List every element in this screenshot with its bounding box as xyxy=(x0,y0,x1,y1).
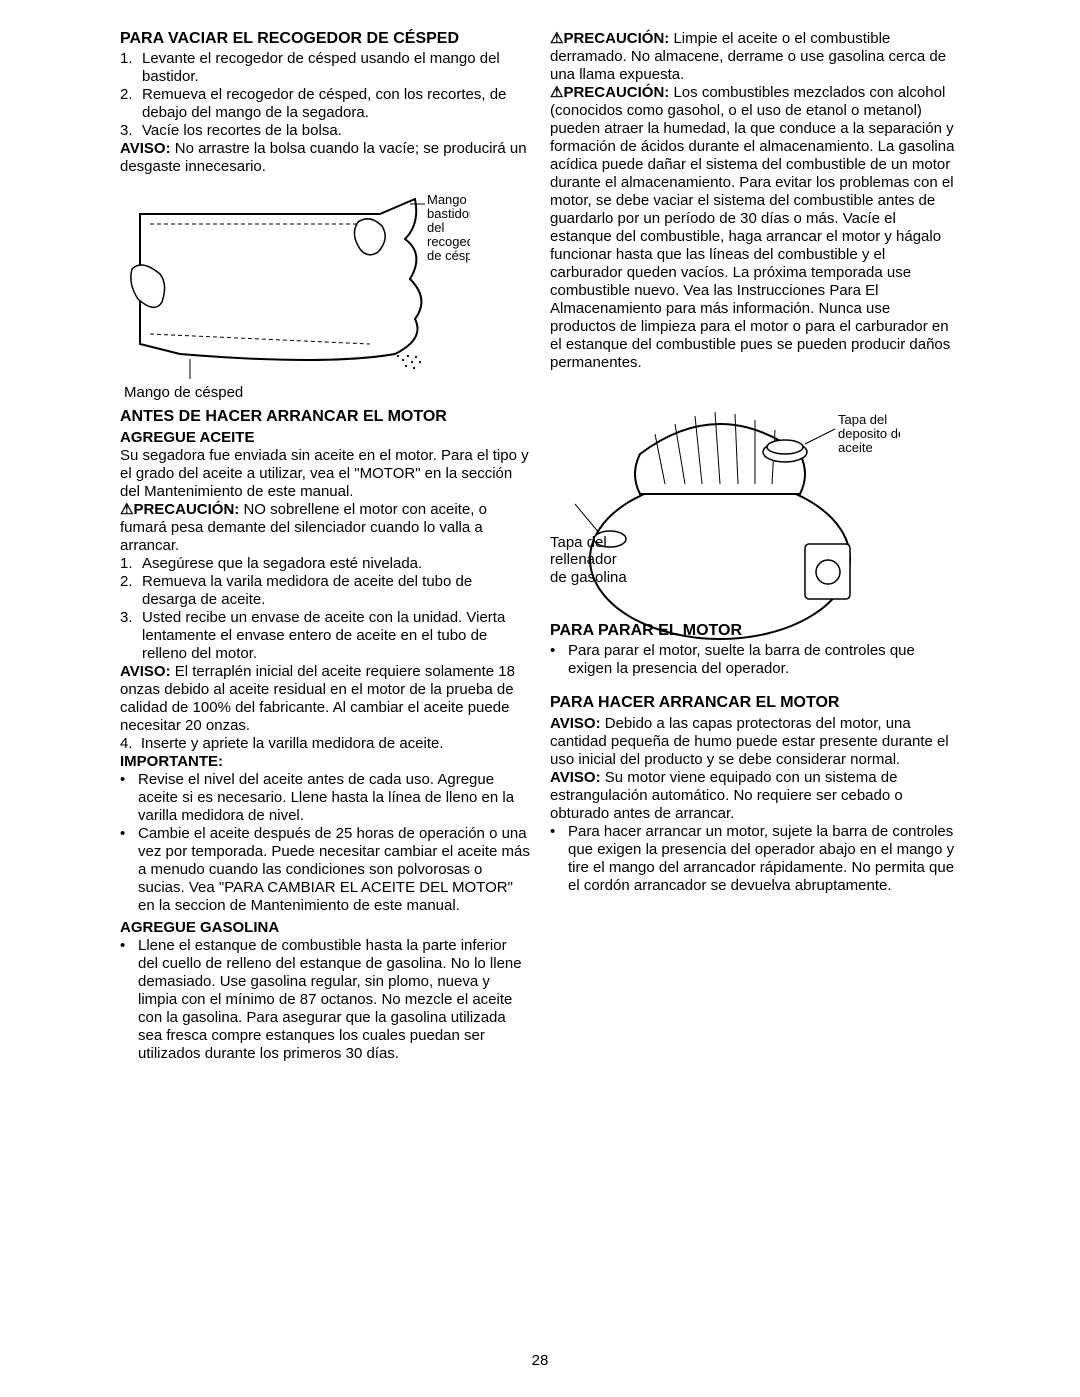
left-column: PARA VACIAR EL RECOGEDOR DE CÉSPED 1.Lev… xyxy=(120,30,530,1063)
warn-combustibles: ⚠PRECAUCIÓN: Los combustibles mezclados … xyxy=(550,84,960,372)
aviso-estrang: AVISO: Su motor viene equipado con un si… xyxy=(550,769,960,823)
svg-text:del: del xyxy=(427,220,444,235)
list-item: 3.Vacíe los recortes de la bolsa. xyxy=(120,122,530,140)
heading-vaciar: PARA VACIAR EL RECOGEDOR DE CÉSPED xyxy=(120,30,530,48)
warning-icon: ⚠ xyxy=(120,501,133,518)
heading-antes-arrancar: ANTES DE HACER ARRANCAR EL MOTOR xyxy=(120,408,530,426)
step4-aceite: 4. Inserte y apriete la varilla medidora… xyxy=(120,735,530,753)
fig1-label-bottom: Mango de césped xyxy=(124,384,530,402)
list-item: 1.Asegúrese que la segadora esté nivelad… xyxy=(120,555,530,573)
fig2-label-left: Tapa del rellenador de gasolina xyxy=(550,534,630,586)
heading-hacer-arrancar: PARA HACER ARRANCAR EL MOTOR xyxy=(550,694,960,712)
warn-aceite: ⚠PRECAUCIÓN: NO sobrellene el motor con … xyxy=(120,501,530,555)
warning-icon: ⚠ xyxy=(550,30,563,47)
svg-text:deposito de: deposito de xyxy=(838,426,900,441)
importante-label: IMPORTANTE: xyxy=(120,753,530,771)
warn-limpie: ⚠PRECAUCIÓN: Limpie el aceite o el combu… xyxy=(550,30,960,84)
aviso-capas: AVISO: Debido a las capas protectoras de… xyxy=(550,715,960,769)
bullets-parar: •Para parar el motor, suelte la barra de… xyxy=(550,642,960,678)
list-item: 2.Remueva el recogedor de césped, con lo… xyxy=(120,86,530,122)
list-item: •Para hacer arrancar un motor, sujete la… xyxy=(550,823,960,895)
bullets-gasolina: •Llene el estanque de combustible hasta … xyxy=(120,937,530,1063)
aviso-vaciar: AVISO: No arrastre la bolsa cuando la va… xyxy=(120,140,530,176)
heading-agregue-aceite: AGREGUE ACEITE xyxy=(120,429,530,447)
svg-text:recogedor: recogedor xyxy=(427,234,470,249)
list-item: 2.Remueva la varila medidora de aceite d… xyxy=(120,573,530,609)
fig1-label-top: Mango del xyxy=(427,192,470,207)
heading-agregue-gasolina: AGREGUE GASOLINA xyxy=(120,919,530,937)
list-item: 1.Levante el recogedor de césped usando … xyxy=(120,50,530,86)
list-item: •Llene el estanque de combustible hasta … xyxy=(120,937,530,1063)
page-columns: PARA VACIAR EL RECOGEDOR DE CÉSPED 1.Lev… xyxy=(120,30,960,1063)
para-aceite: Su segadora fue enviada sin aceite en el… xyxy=(120,447,530,501)
bullets-importante: •Revise el nivel del aceite antes de cad… xyxy=(120,771,530,915)
page-number: 28 xyxy=(532,1352,549,1369)
svg-text:de césped: de césped xyxy=(427,248,470,263)
figure-grass-catcher: Mango del bastidor del recogedor de césp… xyxy=(120,184,530,402)
list-item: •Cambie el aceite después de 25 horas de… xyxy=(120,825,530,915)
bullets-arrancar: •Para hacer arrancar un motor, sujete la… xyxy=(550,823,960,895)
svg-text:Tapa del: Tapa del xyxy=(838,412,887,427)
aviso-aceite: AVISO: El terraplén inicial del aceite r… xyxy=(120,663,530,735)
list-item: •Revise el nivel del aceite antes de cad… xyxy=(120,771,530,825)
right-column: ⚠PRECAUCIÓN: Limpie el aceite o el combu… xyxy=(550,30,960,1063)
list-item: •Para parar el motor, suelte la barra de… xyxy=(550,642,960,678)
svg-text:bastidor: bastidor xyxy=(427,206,470,221)
steps-aceite: 1.Asegúrese que la segadora esté nivelad… xyxy=(120,555,530,663)
svg-text:aceite: aceite xyxy=(838,440,873,455)
warning-icon: ⚠ xyxy=(550,84,563,101)
steps-vaciar: 1.Levante el recogedor de césped usando … xyxy=(120,50,530,140)
list-item: 3.Usted recibe un envase de aceite con l… xyxy=(120,609,530,663)
